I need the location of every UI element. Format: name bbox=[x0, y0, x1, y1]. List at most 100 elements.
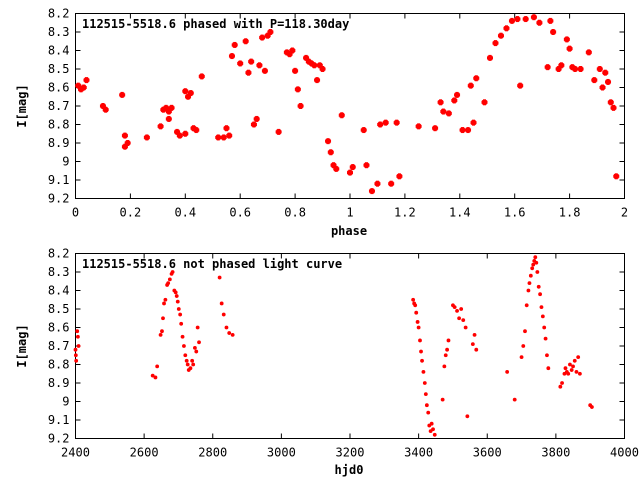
x-tick-label: 4000 bbox=[610, 446, 639, 460]
data-point bbox=[121, 132, 128, 139]
data-point bbox=[514, 16, 521, 23]
data-point bbox=[413, 303, 418, 308]
y-tick-label: 8.8 bbox=[48, 358, 70, 372]
data-point bbox=[522, 16, 529, 23]
data-point bbox=[571, 364, 575, 369]
data-point bbox=[610, 104, 617, 111]
phased-light-curve-plot: 0 0.2 0.4 0.6 0.8 1 1.2 1.4 1.6 1.8 2 8.2 8.3 8.4 8.5 8… bbox=[15, 7, 628, 239]
data-point bbox=[426, 410, 431, 415]
x-tick-label: 3600 bbox=[473, 446, 502, 460]
y-tick-label: 9.2 bbox=[48, 192, 70, 206]
data-point bbox=[231, 41, 238, 48]
data-point bbox=[191, 362, 196, 367]
data-point bbox=[382, 119, 389, 126]
chart-title: 112515-5518.6 not phased light curve bbox=[82, 257, 342, 271]
data-point bbox=[179, 321, 184, 326]
data-point bbox=[497, 32, 504, 39]
data-point bbox=[73, 347, 78, 352]
data-point bbox=[591, 77, 598, 84]
data-point bbox=[470, 119, 477, 126]
y-tick-label: 8.7 bbox=[48, 339, 70, 353]
data-point bbox=[472, 333, 477, 337]
data-point bbox=[558, 62, 565, 69]
data-point bbox=[421, 370, 426, 374]
y-axis-label: I[mag] bbox=[15, 324, 29, 367]
y-tick-label: 9 bbox=[62, 395, 69, 409]
data-point bbox=[176, 307, 181, 311]
data-point bbox=[396, 173, 403, 180]
data-point bbox=[363, 162, 370, 169]
data-point bbox=[217, 275, 222, 280]
data-points bbox=[75, 14, 620, 195]
data-point bbox=[461, 318, 466, 322]
data-point bbox=[442, 364, 447, 369]
data-point bbox=[455, 308, 459, 313]
data-point bbox=[259, 34, 266, 41]
data-point bbox=[325, 138, 332, 145]
data-point bbox=[531, 262, 536, 267]
data-point bbox=[539, 305, 544, 310]
x-tick-label: 3200 bbox=[336, 446, 365, 460]
y-tick-label: 9.2 bbox=[48, 432, 70, 446]
data-point bbox=[180, 334, 185, 339]
data-point bbox=[613, 173, 620, 180]
x-tick-label: 0.2 bbox=[120, 206, 142, 220]
data-point bbox=[193, 345, 197, 350]
data-point bbox=[347, 169, 353, 176]
data-point bbox=[585, 49, 592, 56]
axis-ticks: 0 0.2 0.4 0.6 0.8 1 1.2 1.4 1.6 1.8 2 8.2 8.3 8.4 8.5 8… bbox=[48, 7, 628, 220]
data-point bbox=[577, 66, 584, 72]
data-point bbox=[253, 115, 260, 122]
data-point bbox=[174, 294, 179, 298]
data-point bbox=[124, 140, 131, 146]
data-point bbox=[165, 115, 172, 122]
x-tick-label: 2400 bbox=[61, 446, 90, 460]
data-point bbox=[546, 366, 551, 371]
data-point bbox=[577, 371, 582, 376]
data-point bbox=[294, 86, 301, 93]
x-tick-label: 1.6 bbox=[504, 206, 526, 220]
y-tick-label: 8.4 bbox=[48, 44, 70, 58]
data-point bbox=[158, 333, 163, 337]
x-tick-label: 2 bbox=[621, 206, 628, 220]
data-point bbox=[170, 270, 175, 274]
data-point bbox=[451, 97, 458, 104]
data-point bbox=[73, 353, 78, 358]
data-point bbox=[419, 349, 423, 354]
data-point bbox=[414, 310, 419, 315]
data-point bbox=[481, 99, 488, 106]
y-axis-label: I[mag] bbox=[15, 84, 29, 127]
data-point bbox=[227, 331, 232, 335]
data-point bbox=[544, 64, 551, 71]
data-point bbox=[530, 14, 537, 21]
chart-title: 112515-5518.6 phased with P=118.30day bbox=[82, 17, 349, 31]
y-tick-label: 8.9 bbox=[48, 136, 70, 150]
data-point bbox=[261, 67, 268, 74]
data-point bbox=[599, 84, 606, 91]
data-point bbox=[415, 123, 422, 130]
x-tick-label: 0.8 bbox=[284, 206, 306, 220]
data-point bbox=[563, 36, 570, 43]
data-point bbox=[569, 368, 574, 372]
data-point bbox=[528, 273, 533, 278]
data-point bbox=[349, 164, 356, 171]
data-point bbox=[429, 421, 434, 426]
data-point bbox=[465, 127, 472, 134]
data-point bbox=[574, 370, 579, 374]
x-tick-label: 1.8 bbox=[559, 206, 581, 220]
data-point bbox=[297, 103, 304, 109]
data-point bbox=[275, 128, 282, 135]
data-point bbox=[80, 84, 87, 91]
data-point bbox=[215, 134, 222, 141]
data-point bbox=[143, 134, 150, 141]
data-point bbox=[538, 292, 542, 297]
data-point bbox=[74, 358, 79, 363]
data-point bbox=[437, 99, 444, 106]
data-point bbox=[411, 297, 416, 302]
data-point bbox=[289, 47, 296, 54]
data-point bbox=[119, 91, 126, 98]
x-tick-label: 2600 bbox=[130, 446, 159, 460]
data-point bbox=[228, 53, 235, 60]
data-point bbox=[393, 119, 400, 126]
